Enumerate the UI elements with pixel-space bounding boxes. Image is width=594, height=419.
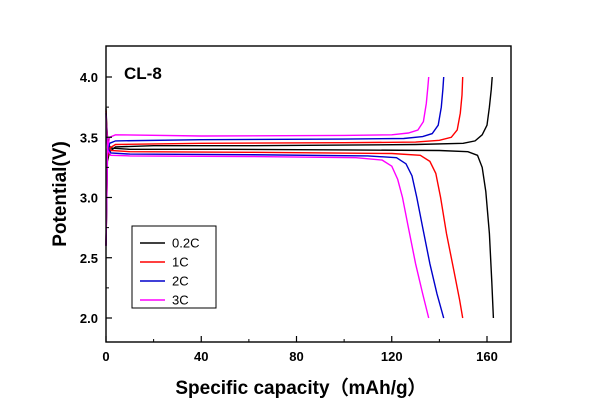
series-line-2C-charge — [105, 76, 445, 246]
plot-frame — [105, 45, 512, 343]
y-axis-title: Potential(V) — [50, 141, 71, 247]
x-tick-label: 160 — [476, 349, 498, 364]
x-axis: 0 40 80 120 160 — [102, 336, 498, 364]
x-axis-title: Specific capacity（mAh/g） — [175, 376, 426, 399]
y-tick-label: 3.5 — [80, 130, 98, 145]
y-axis: 2.0 2.5 3.0 3.5 4.0 — [80, 70, 112, 326]
x-tick-label: 80 — [289, 349, 303, 364]
legend: 0.2C 1C 2C 3C — [131, 225, 217, 309]
x-tick-label: 0 — [102, 349, 109, 364]
series-line-2C-discharge — [105, 113, 445, 319]
legend-label: 1C — [172, 255, 189, 270]
x-tick-label: 40 — [194, 349, 208, 364]
y-tick-label: 2.0 — [80, 311, 98, 326]
y-tick-label: 4.0 — [80, 70, 98, 85]
legend-label: 2C — [172, 274, 189, 289]
series-lines — [105, 76, 495, 319]
legend-label: 3C — [172, 293, 189, 308]
legend-label: 0.2C — [172, 236, 199, 251]
y-tick-label: 2.5 — [80, 251, 98, 266]
sample-label: CL-8 — [124, 64, 162, 83]
y-tick-label: 3.0 — [80, 191, 98, 206]
series-line-3C-discharge — [105, 115, 430, 319]
legend-box — [131, 225, 217, 309]
x-tick-label: 120 — [381, 349, 403, 364]
